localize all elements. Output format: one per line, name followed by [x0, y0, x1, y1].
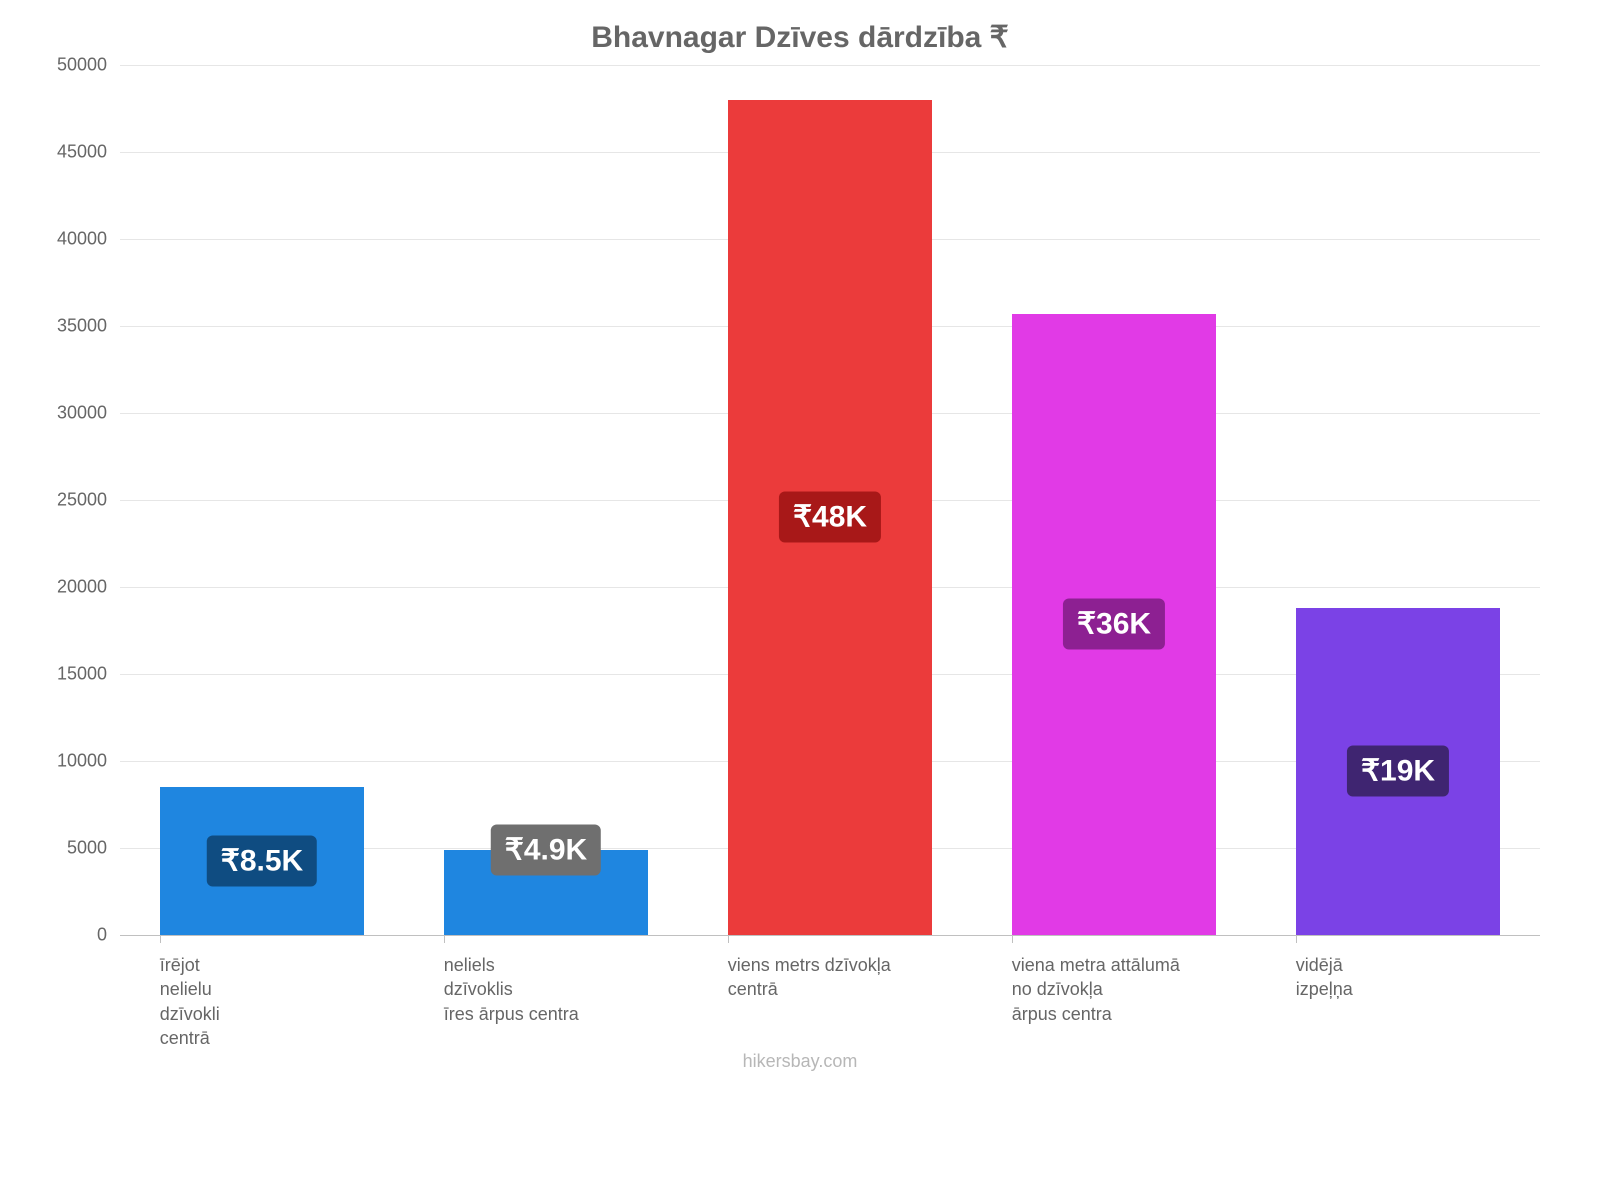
- grid-line: [120, 65, 1540, 66]
- x-tick-mark: [160, 935, 161, 943]
- y-tick-label: 10000: [37, 751, 107, 772]
- y-tick-label: 25000: [37, 490, 107, 511]
- y-tick-label: 50000: [37, 55, 107, 76]
- x-baseline: [120, 935, 1540, 936]
- x-tick-mark: [444, 935, 445, 943]
- y-tick-label: 40000: [37, 229, 107, 250]
- chart-title: Bhavnagar Dzīves dārdzība ₹: [40, 20, 1560, 55]
- value-badge-rent_small_center: ₹8.5K: [207, 836, 317, 887]
- x-label-rent_small_center: īrējot nelielu dzīvokli centrā: [160, 953, 404, 1050]
- y-axis: 0500010000150002000025000300003500040000…: [40, 65, 115, 935]
- value-badge-sqm_center: ₹48K: [779, 492, 881, 543]
- value-badge-avg_salary: ₹19K: [1347, 746, 1449, 797]
- value-badge-sqm_outside: ₹36K: [1063, 599, 1165, 650]
- x-tick-mark: [728, 935, 729, 943]
- x-label-avg_salary: vidējā izpeļņa: [1296, 953, 1540, 1002]
- attribution-text: hikersbay.com: [40, 1051, 1560, 1072]
- x-tick-mark: [1296, 935, 1297, 943]
- x-label-sqm_center: viens metrs dzīvokļa centrā: [728, 953, 972, 1002]
- x-label-rent_small_outside: neliels dzīvoklis īres ārpus centra: [444, 953, 688, 1026]
- value-badge-rent_small_outside: ₹4.9K: [491, 824, 601, 875]
- x-label-sqm_outside: viena metra attālumā no dzīvokļa ārpus c…: [1012, 953, 1256, 1026]
- y-tick-label: 5000: [37, 838, 107, 859]
- y-tick-label: 35000: [37, 316, 107, 337]
- cost-of-living-chart: Bhavnagar Dzīves dārdzība ₹ 050001000015…: [40, 20, 1560, 1100]
- y-tick-label: 45000: [37, 142, 107, 163]
- y-tick-label: 20000: [37, 577, 107, 598]
- x-tick-mark: [1012, 935, 1013, 943]
- y-tick-label: 15000: [37, 664, 107, 685]
- plot-area: 0500010000150002000025000300003500040000…: [120, 65, 1540, 935]
- y-tick-label: 0: [37, 925, 107, 946]
- y-tick-label: 30000: [37, 403, 107, 424]
